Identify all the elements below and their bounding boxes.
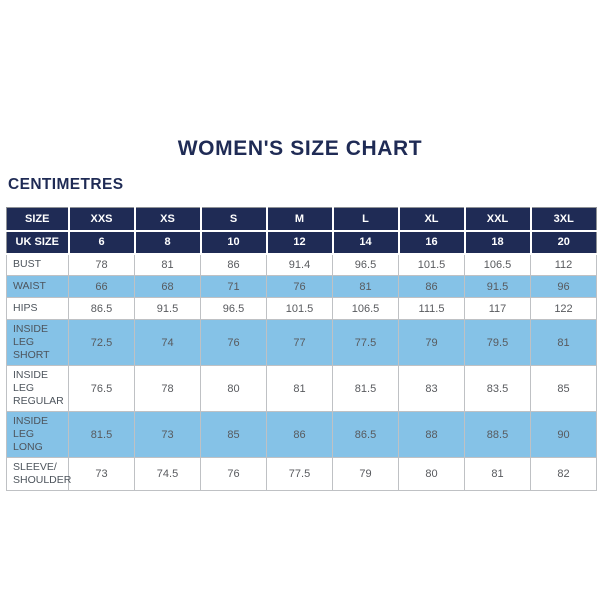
value-cell: 86.5 (68, 297, 135, 320)
value-cell: 66 (68, 275, 135, 298)
value-cell: 91.4 (266, 253, 333, 276)
page-title: WOMEN'S SIZE CHART (177, 137, 423, 160)
header-cell: 18 (464, 230, 532, 255)
header-cell: 20 (530, 230, 597, 255)
row-label-cell: BUST (6, 253, 69, 276)
value-cell: 81 (530, 319, 597, 366)
value-cell: 78 (68, 253, 135, 276)
value-cell: 96 (530, 275, 597, 298)
value-cell: 74.5 (134, 457, 201, 491)
value-cell: 77.5 (266, 457, 333, 491)
value-cell: 88 (398, 411, 465, 458)
value-cell: 81 (332, 275, 399, 298)
header-cell: XS (134, 207, 202, 232)
header-label-cell: SIZE (6, 207, 70, 232)
value-cell: 85 (200, 411, 267, 458)
header-cell: 3XL (530, 207, 597, 232)
value-cell: 81 (266, 365, 333, 412)
header-cell: M (266, 207, 334, 232)
header-cell: 8 (134, 230, 202, 255)
value-cell: 79.5 (464, 319, 531, 366)
row-label-cell: WAIST (6, 275, 69, 298)
header-row-uk-size: UK SIZE 6 8 10 12 14 16 18 20 (6, 230, 597, 255)
value-cell: 112 (530, 253, 597, 276)
value-cell: 80 (398, 457, 465, 491)
table-row: INSIDE LEG LONG 81.5 73 85 86 86.5 88 88.5 90 (6, 411, 597, 458)
value-cell: 77.5 (332, 319, 399, 366)
value-cell: 68 (134, 275, 201, 298)
header-cell: L (332, 207, 400, 232)
value-cell: 83.5 (464, 365, 531, 412)
value-cell: 76.5 (68, 365, 135, 412)
header-cell: XXL (464, 207, 532, 232)
table-row: INSIDE LEG SHORT 72.5 74 76 77 77.5 79 79.5 81 (6, 319, 597, 366)
value-cell: 101.5 (266, 297, 333, 320)
header-cell: XXS (68, 207, 136, 232)
value-cell: 74 (134, 319, 201, 366)
value-cell: 85 (530, 365, 597, 412)
value-cell: 81 (134, 253, 201, 276)
value-cell: 86 (266, 411, 333, 458)
value-cell: 86 (200, 253, 267, 276)
value-cell: 79 (398, 319, 465, 366)
unit-label: CENTIMETRES (8, 176, 124, 193)
value-cell: 91.5 (464, 275, 531, 298)
header-cell: 14 (332, 230, 400, 255)
value-cell: 101.5 (398, 253, 465, 276)
value-cell: 83 (398, 365, 465, 412)
value-cell: 91.5 (134, 297, 201, 320)
size-chart-table: SIZE XXS XS S M L XL XXL 3XL UK SIZE 6 8 10 12 14 16 18 2… (6, 207, 597, 491)
header-row-size: SIZE XXS XS S M L XL XXL 3XL (6, 207, 597, 232)
table-row: HIPS 86.5 91.5 96.5 101.5 106.5 111.5 117 122 (6, 297, 597, 320)
value-cell: 81 (464, 457, 531, 491)
value-cell: 86.5 (332, 411, 399, 458)
header-cell: 6 (68, 230, 136, 255)
value-cell: 79 (332, 457, 399, 491)
value-cell: 77 (266, 319, 333, 366)
value-cell: 73 (68, 457, 135, 491)
table-row: SLEEVE/ SHOULDER 73 74.5 76 77.5 79 80 81 82 (6, 457, 597, 491)
value-cell: 86 (398, 275, 465, 298)
header-cell: 16 (398, 230, 466, 255)
header-cell: 12 (266, 230, 334, 255)
header-cell: 10 (200, 230, 268, 255)
value-cell: 106.5 (332, 297, 399, 320)
row-label-cell: HIPS (6, 297, 69, 320)
value-cell: 82 (530, 457, 597, 491)
value-cell: 71 (200, 275, 267, 298)
value-cell: 76 (266, 275, 333, 298)
table-row: BUST 78 81 86 91.4 96.5 101.5 106.5 112 (6, 253, 597, 276)
row-label-cell: SLEEVE/ SHOULDER (6, 457, 71, 491)
value-cell: 80 (200, 365, 267, 412)
value-cell: 76 (200, 319, 267, 366)
table-row: WAIST 66 68 71 76 81 86 91.5 96 (6, 275, 597, 298)
value-cell: 117 (464, 297, 531, 320)
table-body: BUST 78 81 86 91.4 96.5 101.5 106.5 112 WAIST 66 68… (6, 253, 597, 491)
value-cell: 96.5 (200, 297, 267, 320)
header-cell: XL (398, 207, 466, 232)
value-cell: 78 (134, 365, 201, 412)
value-cell: 72.5 (68, 319, 135, 366)
value-cell: 106.5 (464, 253, 531, 276)
row-label-cell: INSIDE LEG LONG (6, 411, 69, 458)
value-cell: 73 (134, 411, 201, 458)
row-label-cell: INSIDE LEG REGULAR (6, 365, 69, 412)
table-header: SIZE XXS XS S M L XL XXL 3XL UK SIZE 6 8 10 12 14 16 18 2… (6, 207, 597, 255)
header-cell: S (200, 207, 268, 232)
value-cell: 81.5 (332, 365, 399, 412)
row-label-cell: INSIDE LEG SHORT (6, 319, 69, 366)
table-row: INSIDE LEG REGULAR 76.5 78 80 81 81.5 83 83.5 85 (6, 365, 597, 412)
value-cell: 81.5 (68, 411, 135, 458)
value-cell: 76 (200, 457, 267, 491)
header-label-cell: UK SIZE (6, 230, 70, 255)
value-cell: 88.5 (464, 411, 531, 458)
value-cell: 90 (530, 411, 597, 458)
value-cell: 122 (530, 297, 597, 320)
value-cell: 111.5 (398, 297, 465, 320)
value-cell: 96.5 (332, 253, 399, 276)
